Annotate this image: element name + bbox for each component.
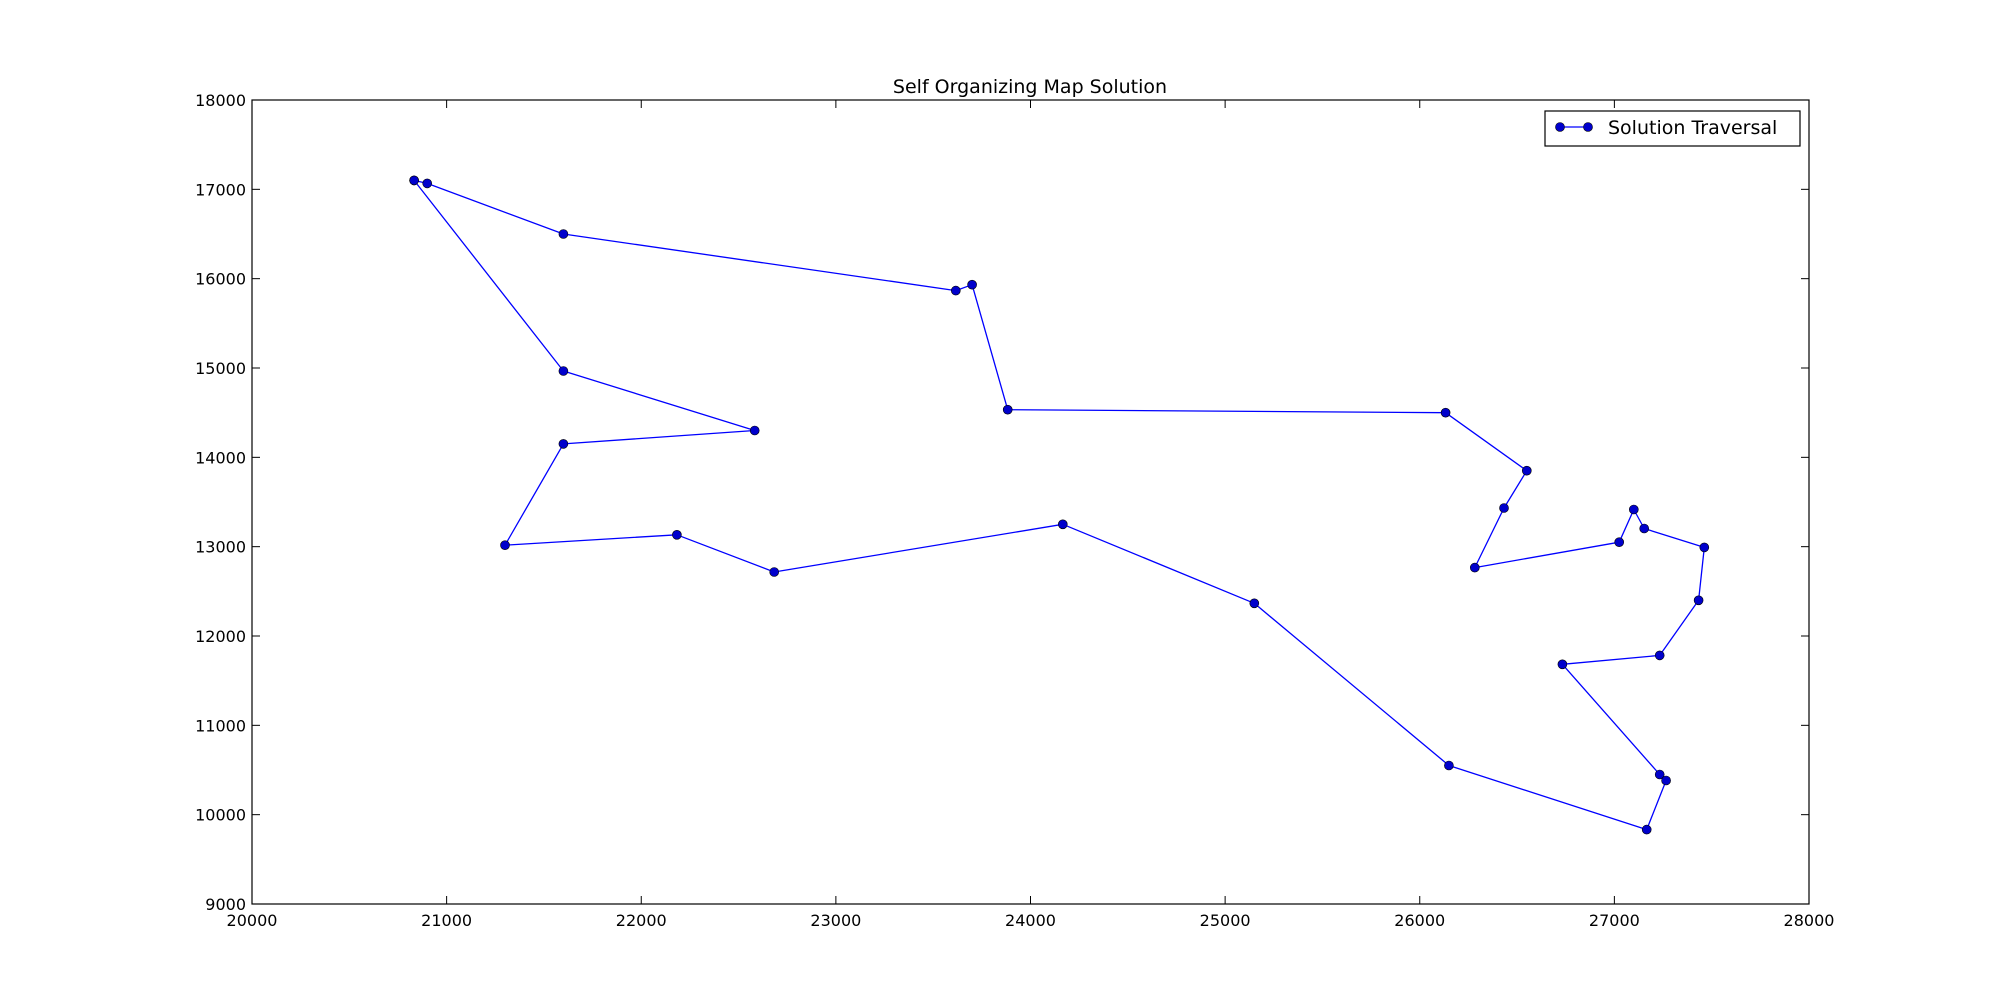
data-point [1641, 824, 1652, 835]
y-tick-label: 13000 [195, 538, 246, 557]
y-tick-label: 10000 [195, 806, 246, 825]
legend: Solution Traversal [1544, 110, 1801, 147]
x-tick-label: 24000 [1005, 911, 1056, 930]
legend-marker-sample [1555, 122, 1565, 132]
data-point [1444, 760, 1454, 771]
x-tick-label: 23000 [810, 911, 861, 930]
data-point [1661, 775, 1671, 786]
x-tick-label: 28000 [1784, 911, 1835, 930]
x-tick-label: 25000 [1200, 911, 1251, 930]
y-tick-label: 11000 [195, 716, 246, 735]
series-line [413, 179, 1705, 831]
data-point [672, 529, 682, 540]
legend-entry-label: Solution Traversal [1608, 117, 1777, 139]
y-tick-label: 16000 [195, 270, 246, 289]
data-point [422, 178, 433, 189]
y-tick-label: 12000 [195, 627, 246, 646]
x-tick-label: 27000 [1589, 911, 1640, 930]
data-point [558, 439, 569, 449]
plot-area-frame [251, 99, 1810, 905]
data-point [409, 175, 419, 186]
y-tick-label: 18000 [195, 91, 246, 110]
data-point [1699, 542, 1710, 553]
data-point [500, 540, 510, 551]
x-tick-label: 21000 [421, 911, 472, 930]
data-point [1499, 503, 1509, 513]
series-layer [409, 175, 1710, 835]
data-point [1522, 465, 1532, 476]
legend-marker-sample [1583, 122, 1593, 132]
y-tick-label: 9000 [205, 895, 246, 914]
x-tick-label: 20000 [227, 911, 278, 930]
data-point [1654, 650, 1665, 661]
y-tick-label: 15000 [195, 359, 246, 378]
data-point [1249, 598, 1260, 609]
data-point [1614, 537, 1624, 548]
data-point [769, 567, 780, 577]
data-point [749, 425, 760, 436]
x-tick-label: 26000 [1394, 911, 1445, 930]
x-tick-label: 22000 [616, 911, 667, 930]
data-point [1557, 659, 1568, 670]
data-point [558, 366, 569, 376]
data-point [967, 279, 977, 290]
data-point [1654, 769, 1665, 780]
data-point [558, 229, 569, 239]
data-point [1693, 595, 1704, 606]
data-point [1639, 523, 1649, 534]
data-point [1440, 407, 1451, 418]
y-tick-label: 17000 [195, 180, 246, 199]
chart-title: Self Organizing Map Solution [893, 76, 1167, 98]
data-point [950, 285, 961, 296]
axis-ticks: 20000 21000 22000 23000 24000 25000 26000 27000… [195, 91, 1834, 930]
data-point [1470, 562, 1480, 573]
data-point [1629, 504, 1639, 515]
y-tick-label: 14000 [195, 448, 246, 467]
data-point [1002, 404, 1013, 415]
data-point [1058, 519, 1068, 530]
